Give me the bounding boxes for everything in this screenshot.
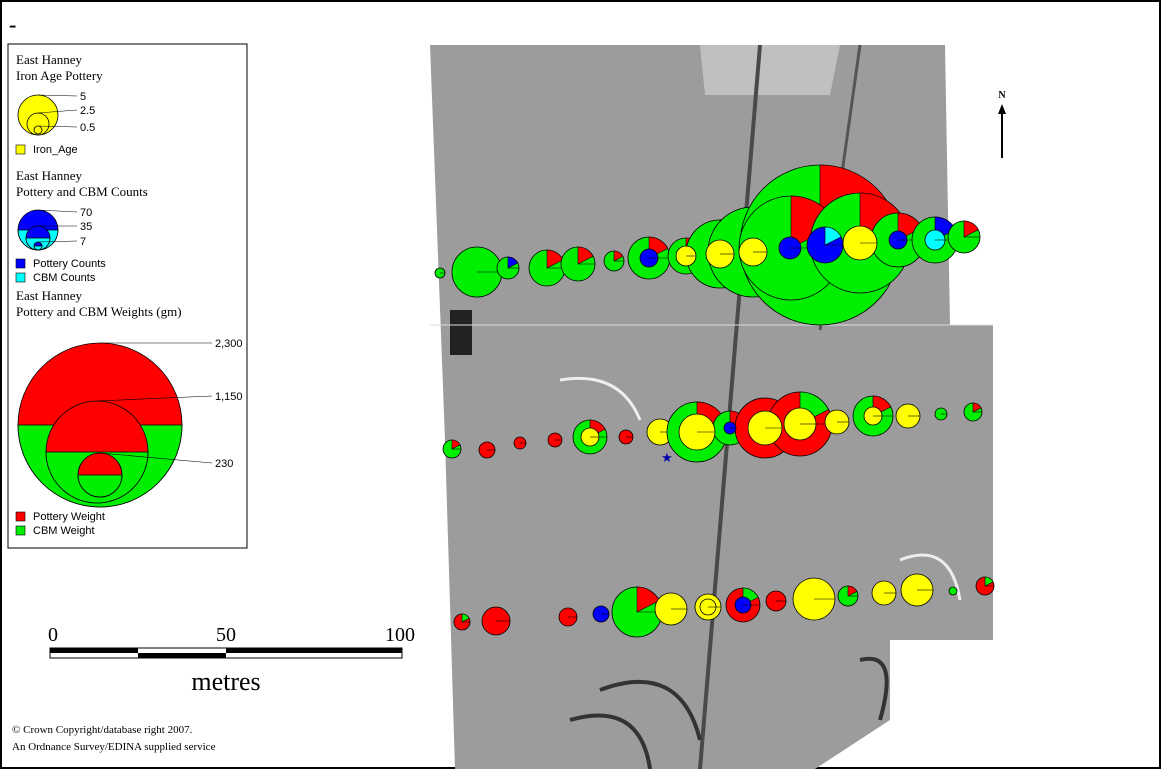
scale-label: 50 bbox=[216, 624, 236, 646]
legend-size: 1,150 bbox=[215, 391, 243, 403]
site-symbol bbox=[949, 587, 957, 595]
legend-size: 230 bbox=[215, 458, 233, 470]
legend-item: CBM Weight bbox=[33, 525, 95, 537]
legend-size: 2.5 bbox=[80, 105, 95, 117]
copyright: An Ordnance Survey/EDINA supplied servic… bbox=[12, 741, 216, 753]
legend-item: Iron_Age bbox=[33, 144, 78, 156]
marker: ★ bbox=[661, 450, 673, 465]
legend-item: Pottery Weight bbox=[33, 511, 105, 523]
legend-swatch bbox=[16, 145, 25, 154]
legend-size: 70 bbox=[80, 207, 92, 219]
north-label: N bbox=[998, 90, 1006, 101]
legend-swatch bbox=[16, 259, 25, 268]
legend-circle bbox=[34, 126, 42, 134]
legend-swatch bbox=[16, 512, 25, 521]
legend-item: CBM Counts bbox=[33, 272, 96, 284]
legend-size: 0.5 bbox=[80, 122, 95, 134]
legend-swatch bbox=[16, 273, 25, 282]
legend-size: 5 bbox=[80, 91, 86, 103]
legend-title: East Hanney bbox=[16, 288, 83, 303]
legend-title: Pottery and CBM Weights (gm) bbox=[16, 304, 182, 319]
legend-title: East Hanney bbox=[16, 52, 83, 67]
legend-item: Pottery Counts bbox=[33, 258, 106, 270]
legend-title: East Hanney bbox=[16, 168, 83, 183]
legend-size: 7 bbox=[80, 236, 86, 248]
scale-label: 0 bbox=[48, 624, 58, 646]
copyright: © Crown Copyright/database right 2007. bbox=[12, 724, 193, 736]
legend-size: 35 bbox=[80, 221, 92, 233]
corner-mark: - bbox=[9, 12, 16, 37]
scale-label: 100 bbox=[385, 624, 415, 646]
legend-swatch bbox=[16, 526, 25, 535]
map-page: - ★ N East HanneyIron Age Pottery52.50.5… bbox=[0, 0, 1161, 769]
legend-size: 2,300 bbox=[215, 338, 243, 350]
scale-unit: metres bbox=[191, 667, 260, 696]
legend-title: Pottery and CBM Counts bbox=[16, 184, 148, 199]
legend-title: Iron Age Pottery bbox=[16, 68, 103, 83]
